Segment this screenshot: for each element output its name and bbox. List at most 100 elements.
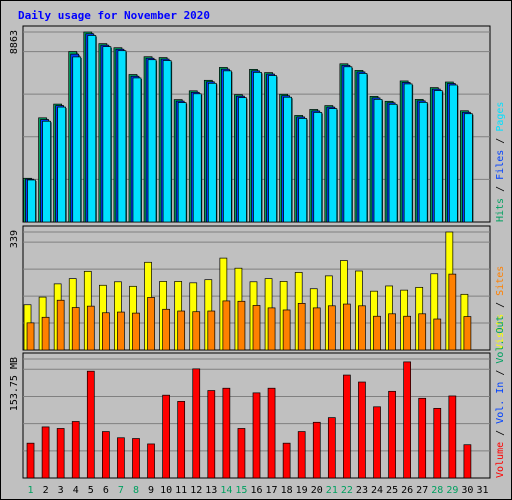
bar-pages-day-28 <box>433 90 443 223</box>
bar-volume-day-15 <box>237 428 246 479</box>
bar-volume-day-2 <box>41 426 50 479</box>
bar-pages-day-14 <box>223 70 232 223</box>
bar-sites-day-10 <box>162 308 170 351</box>
legend-separator: / <box>495 364 506 382</box>
legend-entry-files: Files <box>495 150 506 180</box>
bar-volume-day-28 <box>433 407 442 479</box>
bar-volume-day-17 <box>267 387 276 479</box>
bar-volume-day-11 <box>177 401 186 479</box>
bar-pages-day-6 <box>102 46 112 223</box>
bar-sites-day-9 <box>147 297 155 351</box>
bar-volume-day-23 <box>358 381 366 479</box>
bar-pages-day-17 <box>268 75 277 223</box>
x-label-day-19: 19 <box>296 485 308 496</box>
bar-volume-day-22 <box>343 374 351 479</box>
bar-sites-day-29 <box>448 273 457 351</box>
y-max-label-bottom: 153.75 MB <box>9 357 20 411</box>
bar-volume-day-25 <box>388 390 396 479</box>
bar-sites-day-7 <box>117 311 125 351</box>
bar-pages-day-5 <box>87 35 97 223</box>
bar-pages-day-22 <box>343 66 353 223</box>
bar-volume-day-27 <box>418 397 427 479</box>
legend-top: Hits / Files / Pages <box>495 102 506 222</box>
bar-sites-day-5 <box>86 305 95 351</box>
legend-middle: Visits / Sites <box>495 266 506 350</box>
legend-entry-hits: Hits <box>495 198 506 222</box>
bar-volume-day-4 <box>71 421 80 479</box>
bar-pages-day-2 <box>42 120 51 223</box>
legend-entry-pages: Pages <box>495 102 506 132</box>
x-label-day-2: 2 <box>43 485 49 496</box>
bar-pages-day-19 <box>298 118 308 223</box>
chart-panels: 8863 Hits / Files / Pages 339 Visits / Site… <box>9 25 506 479</box>
panel-middle: 339 Visits / Sites <box>9 225 506 351</box>
x-label-day-28: 28 <box>431 485 443 496</box>
bar-sites-day-20 <box>312 307 321 351</box>
x-label-day-3: 3 <box>58 485 64 496</box>
x-axis-labels: 1 2 3 4 5 6 7 8 9 10 11 12 13 14 15 16 17 18 19 20 21 22 23 24 2… <box>28 485 489 496</box>
bar-pages-day-20 <box>313 112 323 223</box>
bar-sites-day-24 <box>373 315 381 351</box>
legend-entry-volout: Vol. Out <box>495 315 506 363</box>
y-max-label-top: 8863 <box>9 30 20 54</box>
bar-pages-day-8 <box>132 77 142 223</box>
x-label-day-26: 26 <box>401 485 413 496</box>
bar-pages-day-3 <box>57 106 67 223</box>
bar-volume-day-5 <box>86 370 95 479</box>
bar-sites-day-28 <box>433 318 442 351</box>
x-label-day-9: 9 <box>148 485 154 496</box>
x-label-day-22: 22 <box>341 485 353 496</box>
x-label-day-25: 25 <box>386 485 398 496</box>
bar-pages-day-4 <box>72 56 82 223</box>
x-label-day-14: 14 <box>220 485 232 496</box>
legend-text-middle: Visits / Sites <box>495 266 506 350</box>
bar-volume-day-24 <box>373 406 381 479</box>
bar-sites-day-2 <box>41 316 50 351</box>
bar-sites-day-25 <box>388 313 396 351</box>
bar-volume-day-14 <box>222 387 231 479</box>
bar-volume-day-10 <box>162 394 170 479</box>
bar-sites-day-27 <box>418 313 427 351</box>
legend-entry-volume: Volume <box>495 442 506 478</box>
x-label-day-29: 29 <box>446 485 458 496</box>
x-label-day-31: 31 <box>476 485 488 496</box>
bar-sites-day-30 <box>463 316 472 351</box>
x-label-day-18: 18 <box>281 485 293 496</box>
bar-volume-day-20 <box>312 421 321 479</box>
bar-pages-day-11 <box>177 102 187 223</box>
bar-volume-day-26 <box>403 361 411 479</box>
bar-pages-day-27 <box>418 102 428 223</box>
legend-separator: / <box>495 424 506 442</box>
bar-pages-day-21 <box>328 108 338 223</box>
x-label-day-16: 16 <box>250 485 262 496</box>
x-label-day-5: 5 <box>88 485 94 496</box>
bar-sites-day-16 <box>252 305 261 351</box>
x-label-day-11: 11 <box>175 485 187 496</box>
bar-pages-day-18 <box>283 96 292 223</box>
bar-pages-day-12 <box>192 93 202 223</box>
bar-sites-day-13 <box>207 310 216 351</box>
bar-volume-day-29 <box>448 395 457 479</box>
chart-title: Daily usage for November 2020 <box>18 9 210 22</box>
x-label-day-4: 4 <box>73 485 79 496</box>
bar-sites-day-12 <box>192 311 201 351</box>
bar-pages-day-26 <box>403 83 413 223</box>
bar-pages-day-16 <box>253 72 262 223</box>
x-label-day-27: 27 <box>416 485 428 496</box>
x-label-day-13: 13 <box>205 485 217 496</box>
legend-separator: / <box>495 296 506 314</box>
bar-volume-day-3 <box>56 428 65 479</box>
bar-sites-day-8 <box>132 312 140 351</box>
bar-pages-day-23 <box>358 73 368 223</box>
bar-volume-day-30 <box>463 444 472 479</box>
bar-volume-day-8 <box>132 438 140 479</box>
x-label-day-7: 7 <box>118 485 124 496</box>
bar-volume-day-9 <box>147 443 155 479</box>
legend-entry-volin: Vol. In <box>495 382 506 424</box>
x-label-day-30: 30 <box>461 485 473 496</box>
bar-sites-day-6 <box>102 312 110 351</box>
bar-pages-day-25 <box>388 103 398 223</box>
bar-sites-day-15 <box>237 300 246 351</box>
bar-volume-day-1 <box>26 442 35 479</box>
